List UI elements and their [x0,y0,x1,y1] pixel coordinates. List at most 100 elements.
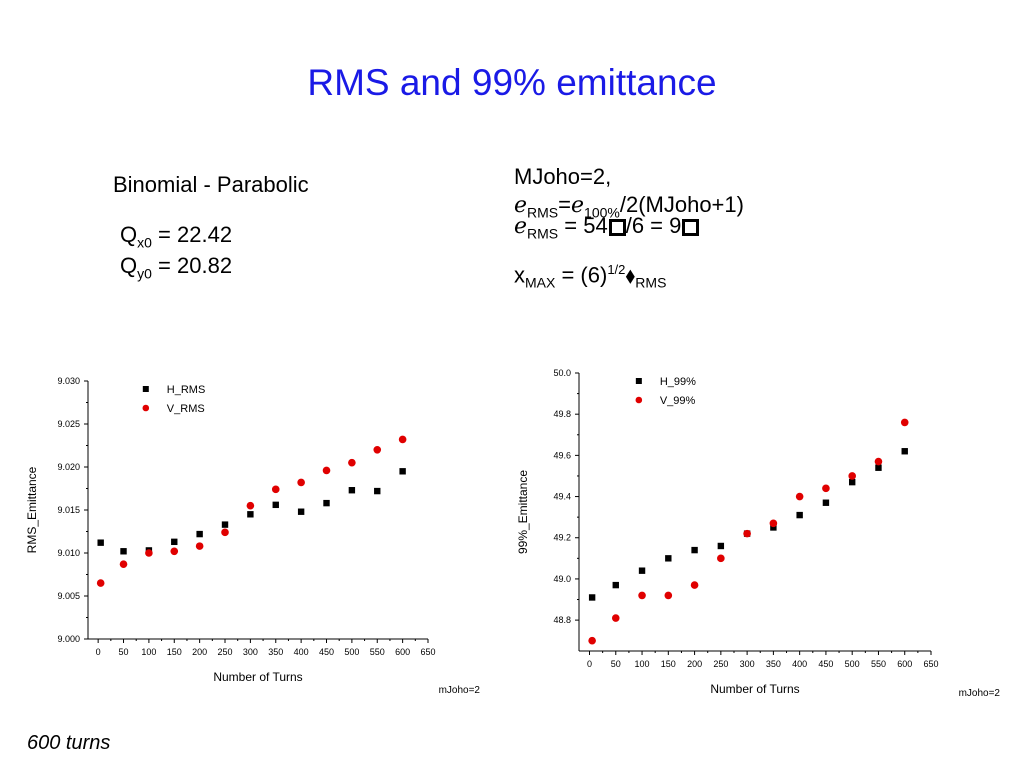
data-point-h-rms [272,501,279,509]
x-axis-label: Number of Turns [213,670,302,684]
y-tick-label: 9.015 [57,505,80,515]
data-point-v-rms [119,560,128,568]
data-point-v-99- [795,492,804,501]
legend-label: V_RMS [167,403,205,415]
footnote-turns: 600 turns [27,732,111,754]
data-point-h-rms [323,499,330,507]
x-tick-label: 50 [119,647,129,657]
x-tick-label: 500 [845,659,860,669]
data-point-h-99- [770,524,777,531]
distribution-subtitle: Binomial - Parabolic [113,172,309,197]
data-point-v-99- [769,519,778,528]
data-point-v-rms [373,446,382,454]
data-point-h-rms [374,487,381,495]
data-point-h-99- [901,448,908,455]
x-tick-label: 150 [167,647,182,657]
pi-box-icon [682,218,700,236]
y-tick-label: 49.8 [553,409,571,419]
data-point-v-99- [848,472,856,480]
data-point-h-99- [717,542,725,550]
chart-rms-emittance: 9.000 9.005 9.010 9.015 9.020 9.025 9.030 0 50 10… [25,376,481,696]
pi-box-icon [608,218,626,236]
data-point-v-99- [588,636,596,645]
x-tick-label: 650 [420,647,435,657]
legend-label: V_99% [660,395,696,407]
tune-qy: Qy0 = 20.82 [120,253,233,282]
data-point-v-99- [611,614,620,622]
data-point-v-rms [170,547,179,556]
tune-qx: Qx0 = 22.42 [120,222,233,251]
legend-label: H_99% [660,376,696,388]
x-tick-label: 550 [370,647,385,657]
x-tick-label: 650 [923,659,938,669]
x-tick-label: 150 [661,659,676,669]
data-point-h-rms [399,468,406,475]
data-point-v-rms [398,435,407,444]
equation-xmax: xMAX = (6)1/2⬧RMS [514,262,667,291]
data-point-v-99- [743,529,751,538]
y-tick-label: 50.0 [553,368,571,378]
chart-99-emittance: 48.8 49.0 49.2 49.4 49.6 49.8 50.0 0 50 100 150 200… [516,368,1000,699]
data-point-v-99- [822,484,830,493]
data-point-h-rms [247,511,254,518]
y-tick-label: 48.8 [553,615,571,625]
x-tick-label: 400 [294,647,309,657]
x-tick-label: 0 [587,659,592,669]
y-tick-label: 49.4 [553,492,571,502]
x-tick-label: 350 [268,647,283,657]
legend-label: H_RMS [167,384,206,396]
data-point-h-99- [691,546,698,554]
equation-rms-value: ℯRMS = 54/6 = 9 [514,213,700,241]
data-point-h-rms [297,508,305,515]
data-point-h-99- [665,555,672,562]
data-point-v-rms [96,579,105,587]
legend-marker-v-rms [142,404,150,412]
x-tick-label: 450 [818,659,833,669]
data-point-h-99- [875,464,882,471]
data-point-v-rms [348,458,356,467]
x-tick-label: 50 [611,659,621,669]
data-point-h-rms [97,539,104,546]
x-tick-label: 300 [243,647,258,657]
y-tick-label: 49.0 [553,574,571,584]
x-tick-label: 600 [897,659,912,669]
y-axis-label: 99%_Emittance [516,470,530,554]
page-title: RMS and 99% emittance [307,62,717,103]
y-tick-label: 9.020 [57,462,80,472]
chart-note: mJoho=2 [439,685,481,696]
x-tick-label: 100 [635,659,650,669]
data-point-v-99- [874,457,883,466]
x-tick-label: 250 [713,659,728,669]
data-point-v-99- [664,591,673,600]
data-point-h-99- [638,567,646,574]
data-point-v-99- [690,581,699,589]
x-tick-label: 200 [192,647,207,657]
y-axis-label: RMS_Emittance [25,466,39,553]
y-tick-label: 9.000 [57,634,80,644]
data-point-h-99- [822,499,830,506]
data-point-v-rms [297,478,305,487]
data-point-h-99- [612,581,619,589]
y-tick-label: 49.2 [553,533,571,543]
y-tick-label: 9.025 [57,419,80,429]
x-tick-label: 300 [740,659,755,669]
x-tick-label: 550 [871,659,886,669]
data-point-h-99- [848,478,856,486]
data-point-h-rms [348,487,356,494]
data-point-h-rms [196,530,203,538]
legend-marker-h-rms [142,386,149,392]
x-axis-label: Number of Turns [710,682,799,696]
data-point-v-rms [221,528,229,537]
legend-marker-h-99- [635,378,642,384]
y-tick-label: 49.6 [553,450,571,460]
equation-rms-definition: ℯRMS=ℯ100%/2(MJoho+1) [514,192,744,221]
x-tick-label: 600 [395,647,410,657]
x-tick-label: 200 [687,659,702,669]
x-tick-label: 350 [766,659,781,669]
y-tick-label: 9.005 [57,591,80,601]
data-point-h-rms [120,548,127,555]
data-point-h-99- [588,594,596,601]
data-point-v-99- [900,418,909,427]
x-tick-label: 100 [141,647,156,657]
x-tick-label: 500 [344,647,359,657]
